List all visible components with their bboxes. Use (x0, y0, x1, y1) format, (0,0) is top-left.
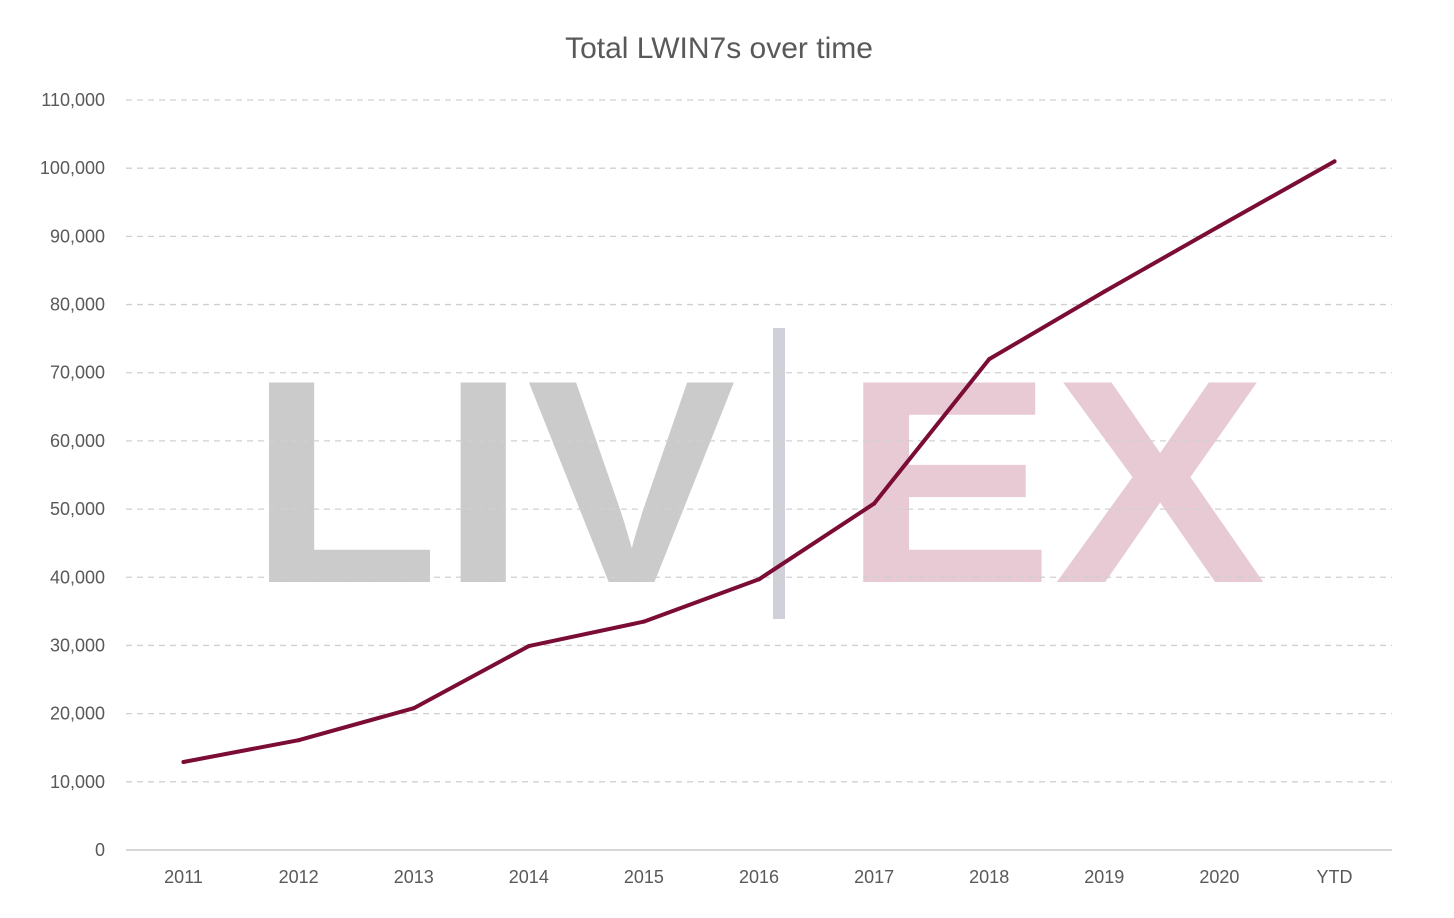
watermark-right-text: EX (842, 320, 1268, 644)
y-tick-label: 10,000 (50, 772, 105, 792)
y-tick-label: 0 (95, 840, 105, 860)
x-tick-label: 2015 (624, 867, 664, 887)
y-tick-label: 40,000 (50, 567, 105, 587)
data-point (987, 357, 992, 362)
data-point (757, 577, 761, 582)
data-point (641, 619, 646, 624)
y-tick-label: 110,000 (41, 90, 105, 110)
data-point (296, 738, 301, 743)
data-point (1102, 289, 1107, 294)
watermark-divider (773, 328, 785, 619)
y-tick-label: 20,000 (50, 704, 105, 724)
watermark-left-text: LIV (248, 320, 738, 644)
y-tick-label: 60,000 (50, 431, 105, 451)
x-tick-label: 2018 (969, 867, 1009, 887)
x-tick-label: 2020 (1199, 867, 1239, 887)
chart-title: Total LWIN7s over time (565, 32, 873, 65)
y-tick-label: 50,000 (50, 499, 105, 519)
x-tick-label: 2019 (1084, 867, 1124, 887)
livex-watermark: LIV EX (248, 320, 1268, 644)
y-tick-label: 70,000 (50, 363, 105, 383)
y-axis: 0 10,000 20,000 30,000 40,000 50,000 60,000 70,… (40, 90, 105, 860)
y-tick-label: 90,000 (50, 226, 105, 246)
x-tick-labels: 2011 2012 2013 2014 2015 2016 2017 2018 2019 2020… (164, 867, 1352, 887)
data-point (1217, 224, 1222, 229)
y-tick-label: 80,000 (50, 295, 105, 315)
series-layer (181, 159, 1337, 765)
data-point (872, 501, 877, 506)
x-tick-label: 2016 (739, 867, 779, 887)
data-point (181, 760, 186, 765)
x-tick-label: 2014 (509, 867, 549, 887)
data-point (1332, 159, 1337, 164)
x-tick-label: 2013 (394, 867, 434, 887)
y-tick-label: 100,000 (40, 158, 105, 178)
x-tick-label: YTD (1316, 867, 1352, 887)
data-point (526, 644, 531, 649)
data-point (411, 706, 416, 711)
y-tick-label: 30,000 (50, 635, 105, 655)
x-tick-label: 2012 (279, 867, 319, 887)
x-tick-label: 2017 (854, 867, 894, 887)
x-tick-label: 2011 (164, 867, 203, 887)
